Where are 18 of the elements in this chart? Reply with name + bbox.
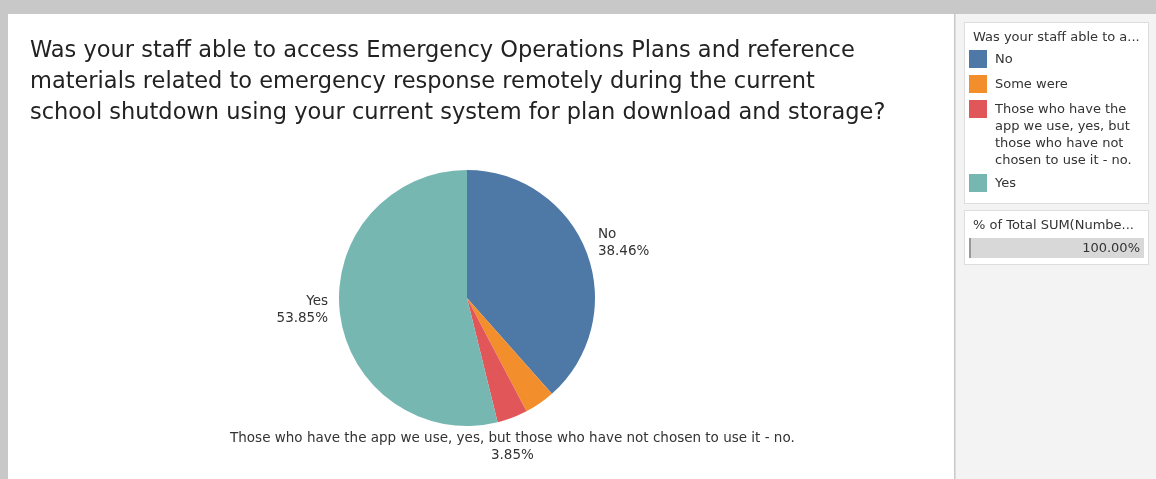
legend-label: Those who have the app we use, yes, but those who have not chosen to use it - no. <box>995 100 1133 169</box>
legend-label: No <box>995 50 1013 68</box>
data-label: 3.85% <box>490 445 534 462</box>
slice-label: Yes <box>305 291 329 308</box>
legend-label: Some were <box>995 75 1068 93</box>
slice-label: Those who have the app we use, yes, but those who have not chosen to use it - no. <box>229 429 795 445</box>
data-label: 38.46% <box>597 242 650 259</box>
pie-slice <box>467 298 552 412</box>
pie-slice <box>467 298 527 423</box>
data-label: 53.85% <box>276 308 329 325</box>
pie-slice <box>339 170 498 426</box>
percent-box: 100.00% <box>969 238 1144 258</box>
legend-label: Yes <box>995 174 1016 192</box>
text: Was your staff able to access Emergency Operations Plans and reference materials related to emergency response remotely during the current school shutdown using your current system for plan download and storage? <box>30 35 887 126</box>
text: % of Total SUM(Numbe... <box>972 216 1135 234</box>
slice-label: No <box>597 225 617 242</box>
pie-slice <box>467 170 595 394</box>
legend-title: Was your staff able to a... <box>972 28 1141 46</box>
